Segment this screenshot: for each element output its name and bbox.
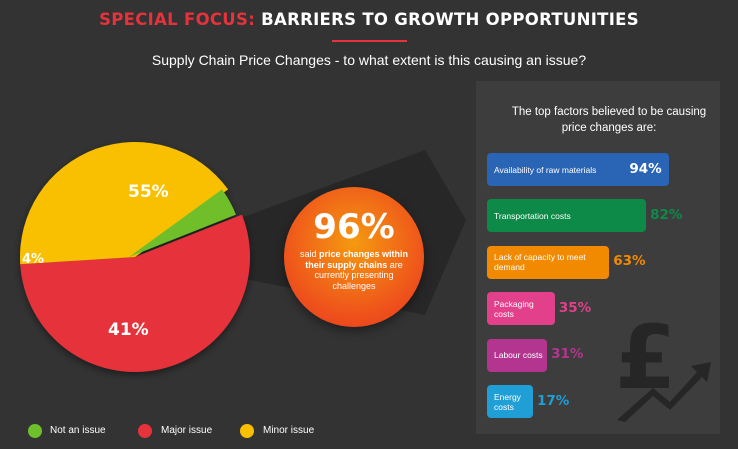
legend-label-major: Major issue [161, 425, 213, 436]
factor-bar-value: 63% [613, 253, 646, 270]
pie-slice-major-issue [20, 214, 251, 372]
factor-bar: Energy costs [487, 385, 533, 418]
legend-dot-major [138, 424, 152, 438]
factor-bar-value: 31% [551, 346, 584, 363]
factor-bar-value: 35% [558, 299, 592, 316]
page-title: SPECIAL FOCUS: BARRIERS TO GROWTH OPPORT… [0, 10, 738, 29]
factor-bar: Availability of raw materials [487, 153, 670, 186]
factor-bar-label: Energy costs [494, 391, 521, 412]
factor-bar: Lack of capacity to meet demand [487, 245, 610, 279]
callout-value: 96% [313, 207, 395, 247]
legend-label-not-issue: Not an issue [50, 425, 106, 436]
callout-circle: 96% said price changes within their supp… [284, 187, 424, 327]
legend-dot-minor [240, 424, 254, 438]
callout-text: said price changes within their supply c… [294, 249, 414, 291]
title-main: BARRIERS TO GROWTH OPPORTUNITIES [261, 10, 639, 29]
svg-text:£: £ [615, 310, 676, 409]
pie-label-not-issue: 4% [22, 252, 45, 267]
factor-bar-label: Availability of raw materials [494, 164, 597, 175]
title-accent: SPECIAL FOCUS: [99, 10, 256, 29]
pie-label-minor: 41% [108, 320, 149, 340]
pie-label-major: 55% [128, 182, 169, 202]
callout-text-before: said [299, 249, 317, 259]
title-underline [332, 40, 407, 42]
callout-text-bold: price changes within their supply chains [305, 249, 409, 270]
factor-bar-value: 94% [629, 160, 662, 177]
legend-label-minor: Minor issue [263, 425, 315, 436]
callout-text-after: are currently presenting challenges [314, 259, 403, 291]
pound-growth-arrow-icon: £ [615, 310, 711, 422]
factor-bar-value: 17% [537, 392, 570, 409]
factor-bar: Transportation costs [487, 199, 647, 233]
legend-dot-not-issue [28, 424, 42, 438]
factor-bar-label: Labour costs [494, 350, 543, 361]
factor-bar-label: Lack of capacity to meet demand [494, 252, 586, 273]
factors-heading: The top factors believed to be causing p… [511, 106, 707, 134]
pie-slice-not-an-issue [129, 189, 236, 257]
factor-bar-label: Packaging costs [494, 298, 534, 319]
factor-bar-label: Transportation costs [494, 210, 571, 221]
factor-bar: Packaging costs [487, 292, 555, 326]
factor-bar: Labour costs [487, 338, 548, 372]
chart-subtitle: Supply Chain Price Changes - to what ext… [151, 52, 587, 68]
factor-bar-value: 82% [650, 206, 683, 223]
pie-slice-minor-issue [20, 142, 229, 265]
